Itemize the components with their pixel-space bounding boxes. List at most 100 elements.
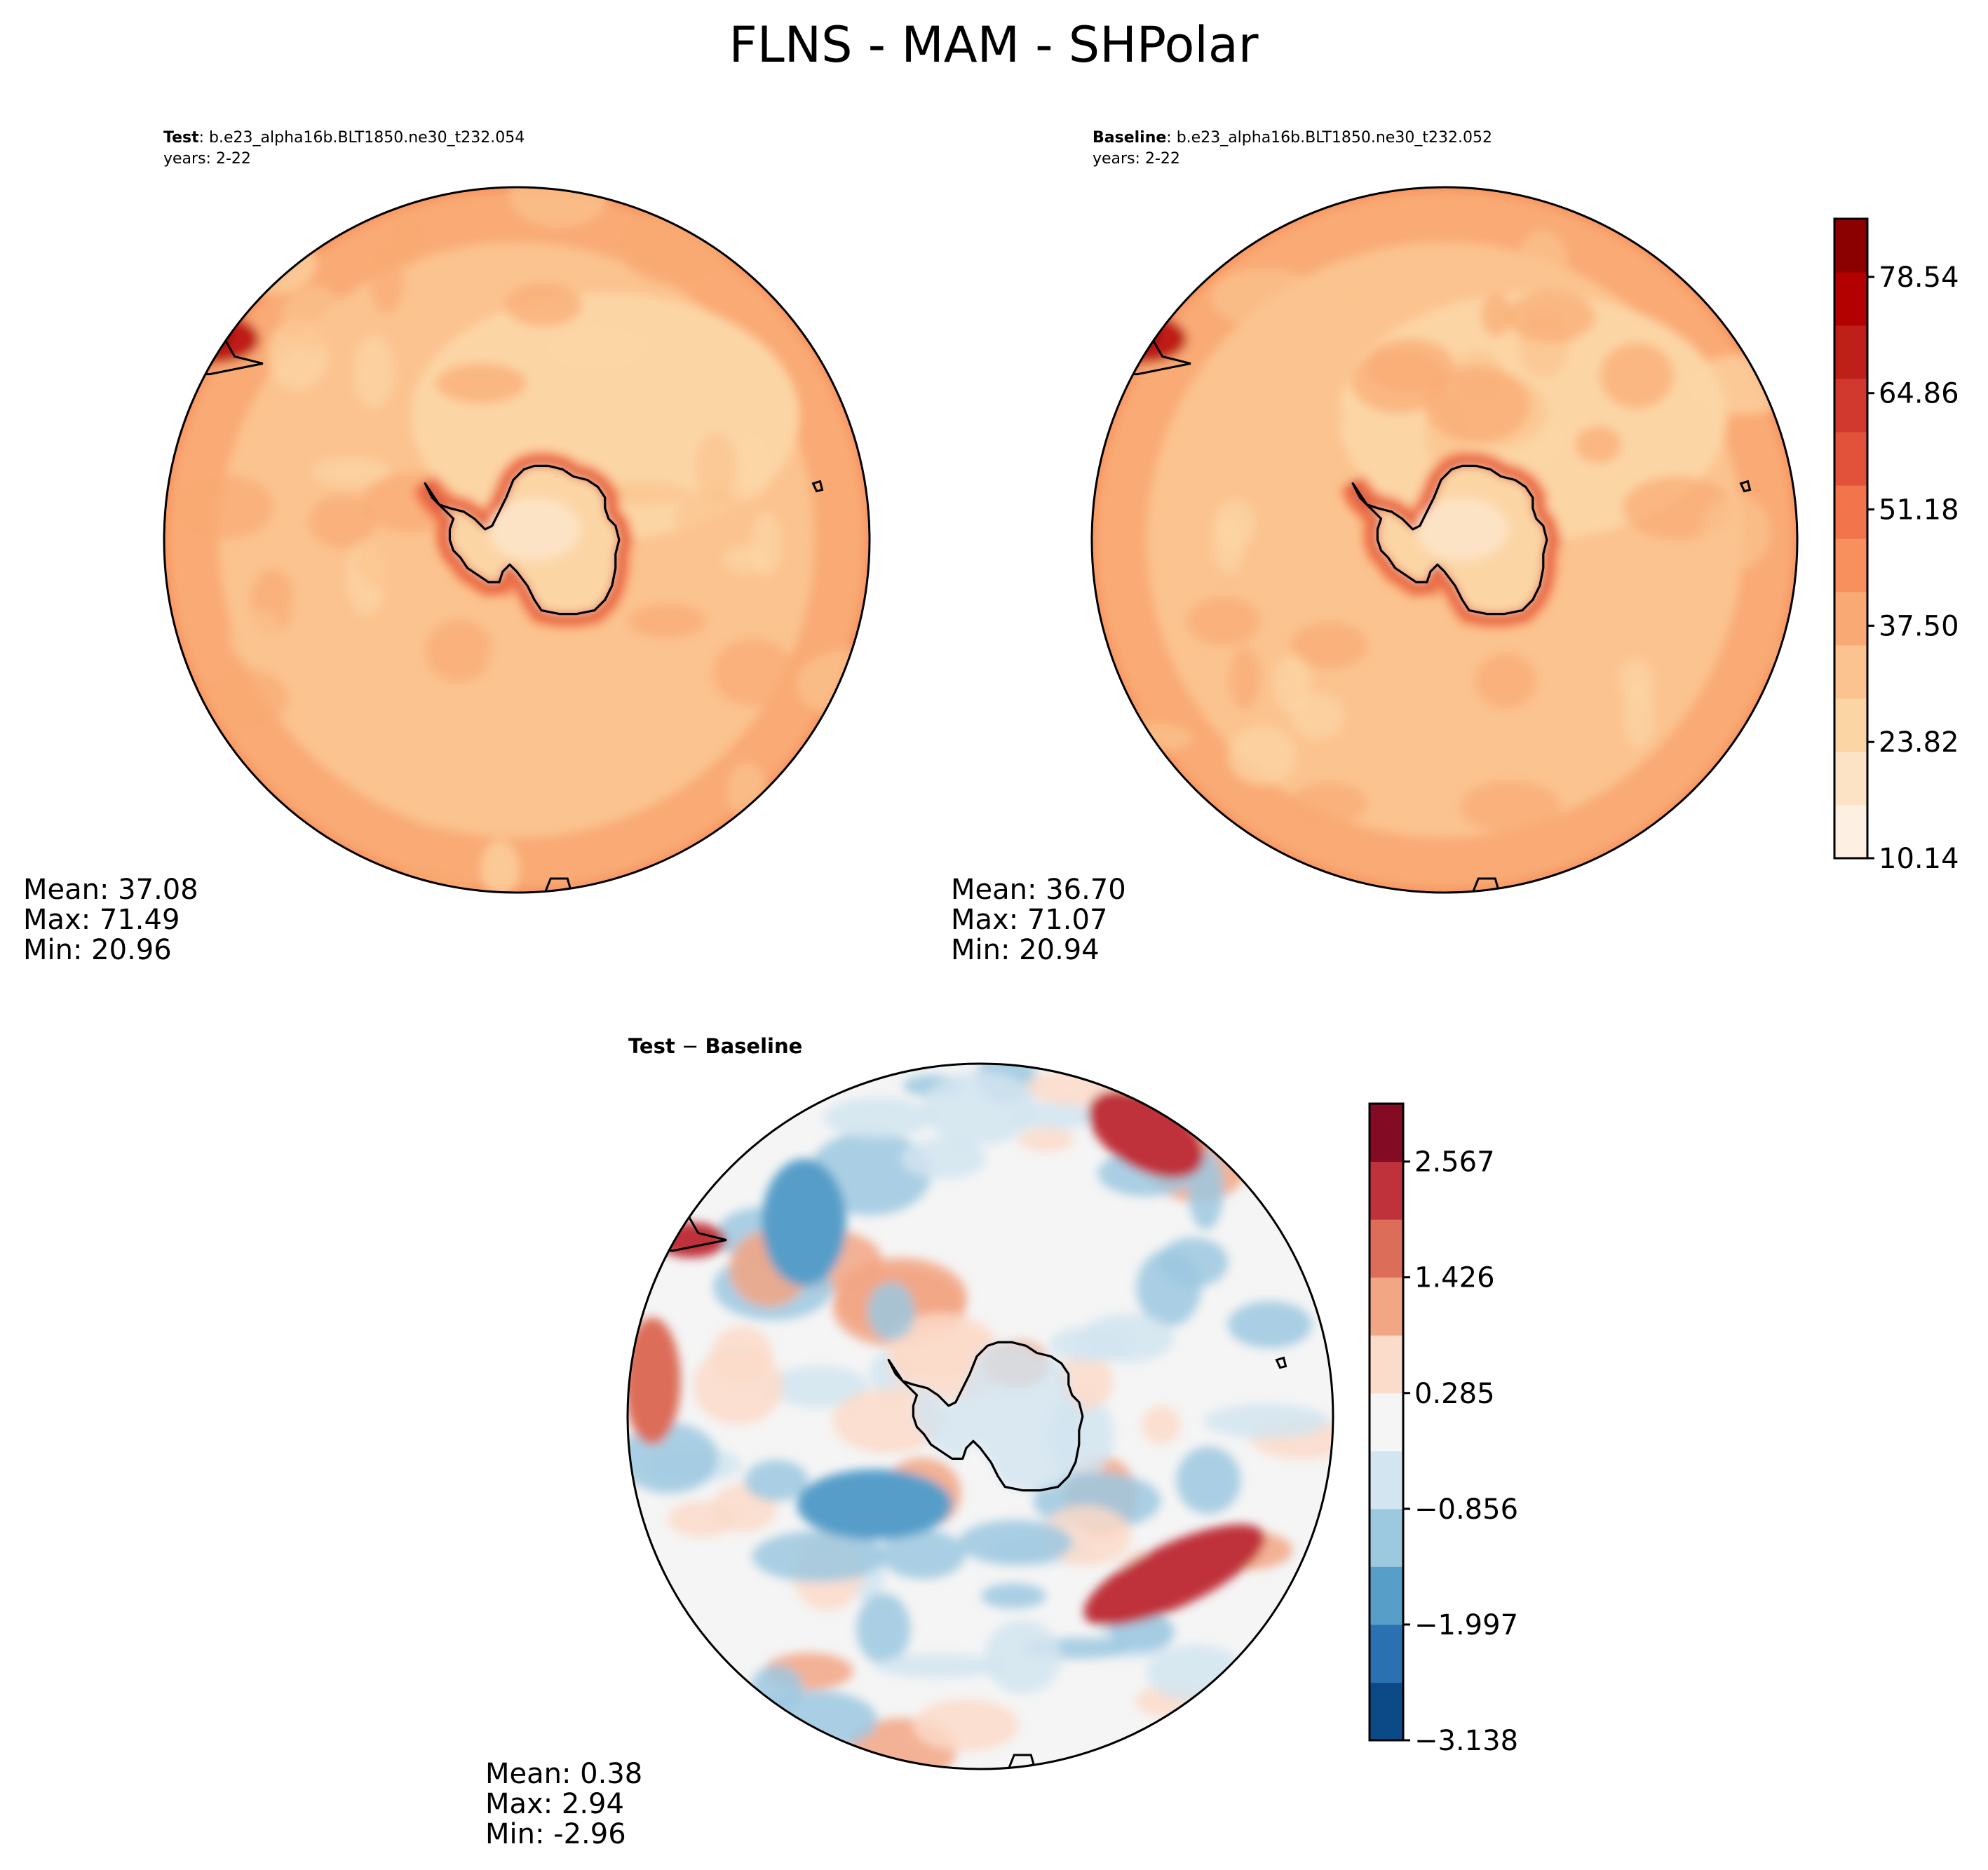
map-contour-blob	[1300, 492, 1343, 547]
map-contour-blob	[753, 1691, 878, 1750]
map-interior-pale	[488, 497, 581, 562]
map-contour-blob	[922, 1071, 1038, 1146]
difference-stat-min: Min: -2.96	[485, 1818, 626, 1850]
antarctica-coastline	[424, 464, 621, 616]
figure-title: FLNS - MAM - SHPolar	[729, 16, 1259, 74]
antarctica-coastline	[1351, 464, 1548, 616]
map-contour-blob	[796, 649, 870, 719]
colorbar-tick-label: 23.82	[1879, 726, 1959, 759]
map-contour-blob	[226, 231, 316, 294]
map-contour-blob	[177, 475, 273, 539]
map-contour-blob	[668, 1500, 737, 1538]
colorbar-frame	[1833, 217, 1869, 860]
colorbar-segment	[1370, 1219, 1403, 1278]
colorbar-segment	[1834, 805, 1867, 859]
map-contour-blob	[984, 1620, 1062, 1694]
map-red-feature	[1083, 1524, 1265, 1626]
colorbar-segment	[1834, 272, 1867, 326]
colorbar-tick-label: −3.138	[1414, 1725, 1518, 1757]
difference-panel: Test − Baseline Mean: 0.38 Max: 2.94 Min…	[485, 1034, 1334, 1850]
colorbar-segment	[1834, 592, 1867, 646]
colorbar-tick-label: 64.86	[1879, 378, 1959, 410]
map-contour-blob	[874, 1653, 1003, 1679]
baseline-panel: Baseline: b.e23_alpha16b.BLT1850.ne30_t2…	[951, 129, 1799, 966]
map-contour-blob	[1213, 500, 1256, 549]
map-contour-blob	[1147, 1644, 1245, 1702]
map-contour-blob	[1475, 653, 1537, 709]
colorbar-segment	[1370, 1335, 1403, 1394]
map-contour-blob	[208, 670, 289, 726]
map-contour-blob	[693, 1346, 783, 1425]
map-contour-blob	[1307, 731, 1383, 764]
map-blue-feature	[797, 1469, 952, 1540]
antarctica-coastline	[887, 1341, 1084, 1492]
colorbar-segment	[1834, 645, 1867, 699]
map-contour-blob	[1460, 780, 1562, 834]
colorbar-segment	[1370, 1277, 1403, 1336]
map-contour-blob	[333, 682, 370, 720]
test-stat-mean: Mean: 37.08	[23, 874, 198, 906]
island-coastline	[1739, 480, 1752, 493]
map-contour-blob	[727, 763, 766, 819]
map-contour-blob	[981, 1583, 1046, 1609]
map-contour-blob	[1686, 355, 1797, 415]
map-contour-blob	[1228, 725, 1297, 786]
colorbar-segment	[1834, 432, 1867, 486]
colorbar-tick-label: 1.426	[1414, 1262, 1495, 1294]
map-red-feature	[656, 1222, 726, 1258]
map-contour-blob	[959, 1519, 1073, 1566]
test-years: years: 2-22	[163, 150, 251, 168]
map-contour-blob	[675, 489, 739, 550]
colorbar-segment	[1834, 485, 1867, 539]
colorbar-segment	[1370, 1624, 1403, 1683]
baseline-panel-title: Baseline: b.e23_alpha16b.BLT1850.ne30_t2…	[1093, 129, 1492, 147]
test-panel-title: Test: b.e23_alpha16b.BLT1850.ne30_t232.0…	[163, 129, 525, 147]
map-contour-blob	[1158, 1238, 1229, 1287]
map-contour-blob	[288, 584, 325, 644]
colorbar-tick-label: −1.997	[1414, 1609, 1518, 1641]
map-contour-blob	[370, 245, 404, 314]
colorbar-tick-label: −0.856	[1414, 1493, 1518, 1526]
colorbar-segment	[1370, 1161, 1403, 1220]
map-contour-blob	[353, 334, 395, 409]
map-contour-blob	[1211, 269, 1320, 327]
baseline-colon: :	[1166, 129, 1176, 147]
test-case-name: b.e23_alpha16b.BLT1850.ne30_t232.054	[209, 129, 525, 147]
map-contour-blob	[509, 187, 609, 228]
map-contour-blob	[435, 363, 527, 404]
colorbar-frame	[1368, 1102, 1405, 1742]
map-interior-pale	[1416, 497, 1508, 562]
map-contour-blob	[1181, 450, 1280, 517]
map-contour-blob	[401, 768, 473, 827]
baseline-stat-min: Min: 20.94	[951, 934, 1100, 966]
colorbar-segment	[1834, 219, 1867, 273]
map-contour-blob	[1365, 338, 1455, 392]
map-red-feature	[628, 1317, 681, 1445]
map-contour-blob	[1766, 638, 1797, 674]
colorbar-segment	[1370, 1451, 1403, 1510]
map-contour-blob	[356, 531, 437, 592]
map-contour-blob	[723, 545, 765, 573]
map-contour-blob	[487, 624, 550, 698]
test-stat-min: Min: 20.96	[23, 934, 172, 966]
map-contour-blob	[1186, 597, 1261, 646]
colorbar-segment	[1370, 1104, 1403, 1163]
map-contour-blob	[311, 457, 391, 487]
map-continent-fill	[888, 1342, 1083, 1491]
map-contour-blob	[1290, 782, 1368, 825]
map-contour-blob	[1517, 230, 1568, 297]
map-contour-blob	[281, 285, 345, 349]
difference-polar-map	[628, 1064, 1333, 1769]
map-contour-blob	[1506, 291, 1595, 343]
baseline-map-boundary	[1090, 186, 1799, 894]
map-contour-blob	[628, 604, 707, 639]
colorbar-segment	[1834, 698, 1867, 752]
map-contour-blob	[425, 619, 493, 682]
map-hotspot	[1095, 314, 1187, 364]
map-contour-blob	[445, 684, 489, 721]
map-contour-blob	[1343, 282, 1430, 326]
map-contour-blob	[722, 433, 773, 500]
map-contour-blob	[391, 220, 425, 266]
map-contour-blob	[1142, 1406, 1181, 1444]
